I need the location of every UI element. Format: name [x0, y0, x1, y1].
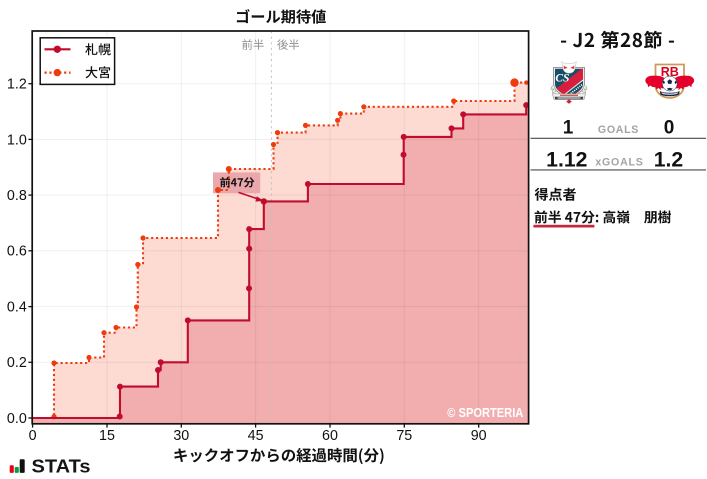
svg-text:0.2: 0.2: [7, 355, 27, 371]
svg-text:1.2: 1.2: [654, 148, 683, 171]
svg-text:STATs: STATs: [32, 456, 91, 477]
svg-text:90: 90: [471, 428, 487, 444]
svg-text:0: 0: [29, 428, 37, 444]
svg-text:75: 75: [396, 428, 412, 444]
svg-text:xGOALS: xGOALS: [595, 156, 643, 168]
svg-text:0.8: 0.8: [7, 188, 27, 204]
svg-text:30: 30: [173, 428, 189, 444]
svg-text:60: 60: [322, 428, 338, 444]
svg-text:GOALS: GOALS: [598, 124, 639, 136]
svg-text:1: 1: [563, 118, 574, 139]
svg-text:0.0: 0.0: [7, 411, 27, 427]
svg-text:1.0: 1.0: [7, 132, 27, 148]
svg-text:1.12: 1.12: [546, 148, 587, 171]
svg-text:45: 45: [248, 428, 264, 444]
svg-text:0.4: 0.4: [7, 300, 27, 316]
svg-text:0: 0: [664, 118, 675, 139]
svg-text:15: 15: [99, 428, 115, 444]
svg-text:CS: CS: [555, 72, 569, 84]
svg-text:0.6: 0.6: [7, 244, 27, 260]
svg-text:© SPORTERIA: © SPORTERIA: [447, 405, 523, 420]
svg-text:1.2: 1.2: [7, 77, 27, 93]
svg-text:RB: RB: [661, 65, 679, 79]
